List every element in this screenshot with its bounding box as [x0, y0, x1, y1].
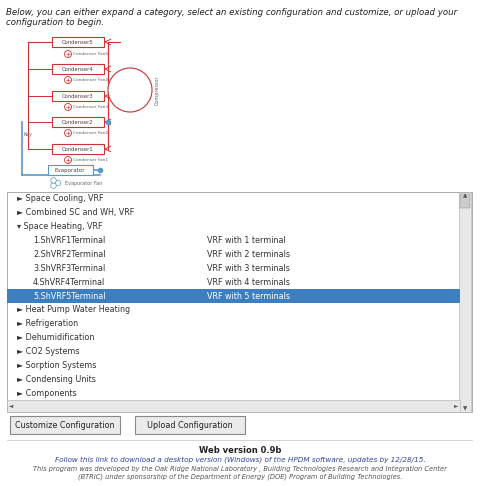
FancyBboxPatch shape	[135, 416, 245, 434]
Text: 1.ShVRF1Terminal: 1.ShVRF1Terminal	[33, 236, 105, 245]
FancyBboxPatch shape	[7, 400, 460, 412]
Text: Evaporator: Evaporator	[55, 168, 85, 173]
Text: VRF with 4 terminals: VRF with 4 terminals	[207, 278, 290, 287]
Text: VRF with 3 terminals: VRF with 3 terminals	[207, 264, 290, 273]
Circle shape	[64, 76, 72, 84]
Text: Condenser Fan5: Condenser Fan5	[73, 52, 108, 56]
Text: This program was developed by the Oak Ridge National Laboratory , Building Techn: This program was developed by the Oak Ri…	[33, 466, 447, 472]
Text: Condenser Fan4: Condenser Fan4	[73, 78, 108, 82]
Text: 3.ShVRF3Terminal: 3.ShVRF3Terminal	[33, 264, 105, 273]
FancyBboxPatch shape	[48, 165, 93, 175]
Text: Condenser1: Condenser1	[62, 146, 94, 152]
FancyBboxPatch shape	[7, 192, 472, 412]
FancyBboxPatch shape	[52, 144, 104, 154]
Circle shape	[64, 51, 72, 57]
Text: ▼: ▼	[463, 406, 467, 411]
Text: Web version 0.9b: Web version 0.9b	[199, 446, 281, 455]
Text: ► CO2 Systems: ► CO2 Systems	[17, 347, 80, 356]
Text: 4.ShVRF4Terminal: 4.ShVRF4Terminal	[33, 278, 105, 287]
Text: Customize Configuration: Customize Configuration	[15, 420, 115, 430]
Text: Condenser Fan1: Condenser Fan1	[73, 158, 108, 162]
FancyBboxPatch shape	[52, 117, 104, 127]
Text: (BTRIC) under sponsorship of the Department of Energy (DOE) Program of Building : (BTRIC) under sponsorship of the Departm…	[78, 473, 402, 480]
Text: ► Sorption Systems: ► Sorption Systems	[17, 361, 96, 370]
Text: Condenser Fan2: Condenser Fan2	[73, 131, 108, 135]
Text: ►: ►	[454, 403, 458, 409]
Text: Key: Key	[23, 132, 32, 137]
Text: ▲: ▲	[463, 193, 467, 198]
FancyBboxPatch shape	[459, 192, 471, 412]
Text: ► Dehumidification: ► Dehumidification	[17, 333, 95, 342]
Text: Condenser2: Condenser2	[62, 120, 94, 124]
Text: VRF with 5 terminals: VRF with 5 terminals	[207, 292, 290, 300]
Circle shape	[64, 156, 72, 163]
Text: VRF with 2 terminals: VRF with 2 terminals	[207, 250, 290, 259]
Text: 5.ShVRF5Terminal: 5.ShVRF5Terminal	[33, 292, 106, 300]
Circle shape	[64, 129, 72, 137]
Text: Condenser Fan3: Condenser Fan3	[73, 105, 108, 109]
Text: Condenser4: Condenser4	[62, 67, 94, 71]
Text: Evaporator Fan: Evaporator Fan	[65, 180, 102, 186]
FancyBboxPatch shape	[10, 416, 120, 434]
Text: ▾ Space Heating, VRF: ▾ Space Heating, VRF	[17, 222, 103, 231]
Circle shape	[55, 180, 61, 186]
Text: ◄: ◄	[9, 403, 13, 409]
Text: ► Heat Pump Water Heating: ► Heat Pump Water Heating	[17, 305, 130, 314]
Text: ► Space Cooling, VRF: ► Space Cooling, VRF	[17, 194, 104, 204]
Circle shape	[51, 183, 56, 189]
Text: Below, you can either expand a category, select an existing configuration and cu: Below, you can either expand a category,…	[6, 8, 457, 27]
Text: ► Refrigeration: ► Refrigeration	[17, 319, 78, 328]
Text: Upload Configuration: Upload Configuration	[147, 420, 233, 430]
Text: ► Condensing Units: ► Condensing Units	[17, 375, 96, 384]
Text: Condenser5: Condenser5	[62, 39, 94, 45]
Circle shape	[64, 104, 72, 110]
Text: VRF with 1 terminal: VRF with 1 terminal	[207, 236, 286, 245]
FancyBboxPatch shape	[52, 64, 104, 74]
FancyBboxPatch shape	[7, 289, 460, 303]
Circle shape	[51, 178, 56, 183]
Text: Follow this link to download a desktop version (Windows) of the HPDM software, u: Follow this link to download a desktop v…	[55, 456, 425, 463]
Circle shape	[108, 68, 152, 112]
Text: ► Combined SC and WH, VRF: ► Combined SC and WH, VRF	[17, 208, 134, 217]
FancyBboxPatch shape	[460, 194, 470, 208]
Text: Condenser3: Condenser3	[62, 93, 94, 99]
FancyBboxPatch shape	[52, 91, 104, 101]
FancyBboxPatch shape	[52, 37, 104, 47]
Text: 2.ShVRF2Terminal: 2.ShVRF2Terminal	[33, 250, 106, 259]
Text: Compressor: Compressor	[155, 75, 160, 105]
Text: ► Components: ► Components	[17, 389, 77, 398]
